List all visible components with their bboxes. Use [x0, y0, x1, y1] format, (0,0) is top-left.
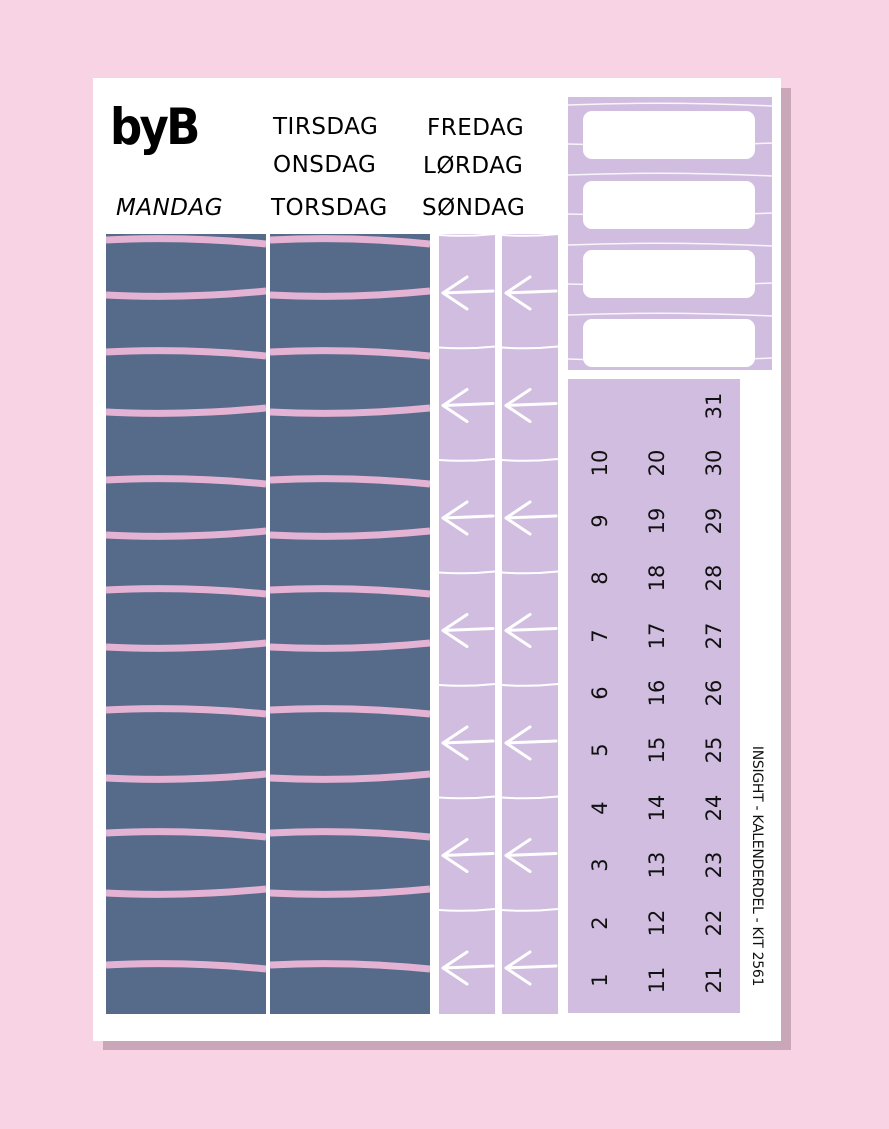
date-number-sticker[interactable]: 5 [588, 743, 612, 758]
pink-stripe [270, 527, 430, 540]
day-label-wednesday[interactable]: ONSDAG [273, 152, 377, 178]
date-number-sticker[interactable]: 21 [702, 966, 726, 994]
arrow-left-icon [502, 683, 558, 761]
date-number-sticker[interactable]: 9 [588, 514, 612, 528]
arrow-column-1[interactable] [439, 234, 495, 1014]
pink-stripe [106, 347, 266, 360]
navy-stripe-column-2[interactable] [270, 234, 430, 1014]
date-number-sticker[interactable]: 19 [645, 507, 669, 535]
pink-stripe [106, 404, 266, 417]
date-number-sticker[interactable]: 7 [588, 628, 612, 643]
pink-stripe [106, 705, 266, 718]
pink-stripe [106, 235, 266, 248]
arrow-left-icon [502, 458, 558, 536]
arrow-icons [439, 234, 495, 986]
date-number-sticker[interactable]: 8 [588, 571, 612, 585]
arrow-left-icon [502, 570, 558, 648]
date-number-sticker[interactable]: 2 [588, 915, 612, 930]
date-number-sticker[interactable]: 24 [702, 794, 726, 822]
date-number-sticker[interactable]: 11 [645, 966, 669, 994]
date-number-sticker[interactable]: 20 [645, 450, 669, 477]
blank-label-slot-1[interactable] [583, 111, 755, 159]
label-sticker-block [568, 97, 772, 370]
blank-label-slot-3[interactable] [583, 250, 755, 298]
pink-stripe [270, 960, 430, 973]
pink-stripe [270, 639, 430, 652]
day-label-friday[interactable]: FREDAG [427, 115, 525, 141]
day-label-monday[interactable]: MANDAG [116, 195, 224, 221]
date-number-sticker[interactable]: 22 [702, 909, 726, 936]
arrow-left-icon [502, 345, 558, 423]
date-number-sticker[interactable]: 14 [645, 794, 669, 822]
pink-stripe [270, 475, 430, 488]
pink-stripe [270, 705, 430, 718]
pink-stripe [270, 287, 430, 300]
arrow-left-icon [439, 345, 495, 423]
pink-stripe [106, 527, 266, 540]
navy-stripe-column-1[interactable] [106, 234, 266, 1014]
day-label-tuesday[interactable]: TIRSDAG [273, 114, 379, 140]
date-number-sticker[interactable]: 23 [702, 851, 726, 879]
arrow-left-icon [439, 458, 495, 536]
day-label-thursday[interactable]: TORSDAG [271, 195, 388, 221]
date-number-sticker[interactable]: 10 [588, 450, 612, 477]
date-number-sticker[interactable]: 25 [702, 737, 726, 764]
pink-stripe [270, 828, 430, 841]
arrow-left-icon [502, 795, 558, 873]
date-number-sticker[interactable]: 26 [702, 679, 726, 707]
arrow-left-icon [502, 234, 558, 311]
pink-stripe [270, 885, 430, 898]
arrow-icons [502, 234, 558, 986]
blank-label-slot-2[interactable] [583, 181, 755, 229]
pink-stripe [106, 828, 266, 841]
pink-stripe [106, 585, 266, 598]
pink-stripe [106, 475, 266, 488]
date-number-block: 1 2 3 4 5 6 7 8 9 10 11 12 13 14 15 16 17 18 19 20 21 22 23 24 2… [568, 379, 740, 1013]
pink-stripe [270, 347, 430, 360]
date-number-sticker[interactable]: 6 [588, 686, 612, 700]
pink-stripe [270, 404, 430, 417]
kit-footer-text: INSIGHT - KALENDERDEL - KIT 2561 [749, 745, 765, 987]
date-number-sticker[interactable]: 1 [588, 973, 612, 987]
arrow-left-icon [502, 908, 558, 986]
day-label-saturday[interactable]: LØRDAG [423, 153, 524, 179]
pink-stripe [106, 960, 266, 973]
date-number-sticker[interactable]: 28 [702, 564, 726, 592]
pink-stripe [270, 235, 430, 248]
date-number-sticker[interactable]: 13 [645, 851, 669, 879]
date-number-sticker[interactable]: 18 [645, 564, 669, 592]
date-number-sticker[interactable]: 12 [645, 909, 669, 936]
arrow-left-icon [439, 234, 495, 311]
date-number-sticker[interactable]: 15 [645, 737, 669, 764]
pink-stripe [270, 585, 430, 598]
arrow-left-icon [439, 683, 495, 761]
arrow-left-icon [439, 570, 495, 648]
date-number-sticker[interactable]: 4 [588, 801, 612, 815]
date-number-sticker[interactable]: 27 [702, 622, 726, 649]
pink-stripe [106, 287, 266, 300]
date-number-sticker[interactable]: 30 [702, 450, 726, 477]
date-number-sticker[interactable]: 16 [645, 679, 669, 707]
date-number-sticker[interactable]: 31 [702, 392, 726, 420]
arrow-left-icon [439, 908, 495, 986]
pink-stripe [106, 770, 266, 783]
date-number-sticker[interactable]: 29 [702, 507, 726, 535]
day-label-sunday[interactable]: SØNDAG [422, 195, 526, 221]
pink-stripes [106, 235, 266, 973]
date-number-sticker[interactable]: 3 [588, 858, 612, 872]
pink-stripe [106, 885, 266, 898]
date-number-sticker[interactable]: 17 [645, 622, 669, 649]
byb-logo: byB [110, 98, 200, 156]
pink-stripe [106, 639, 266, 652]
blank-label-slot-4[interactable] [583, 319, 755, 367]
arrow-left-icon [439, 795, 495, 873]
pink-stripes [270, 235, 430, 973]
arrow-column-2[interactable] [502, 234, 558, 1014]
pink-stripe [270, 770, 430, 783]
